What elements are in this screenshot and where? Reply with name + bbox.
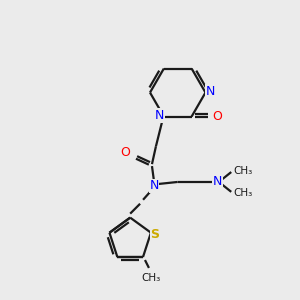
Text: O: O <box>212 110 222 123</box>
Text: O: O <box>120 146 130 159</box>
Text: S: S <box>150 228 159 241</box>
Text: CH₃: CH₃ <box>141 273 160 283</box>
Text: N: N <box>155 109 165 122</box>
Text: CH₃: CH₃ <box>233 188 253 198</box>
Text: N: N <box>213 176 222 188</box>
Text: N: N <box>149 179 159 192</box>
Text: N: N <box>206 85 215 98</box>
Text: CH₃: CH₃ <box>233 166 253 176</box>
